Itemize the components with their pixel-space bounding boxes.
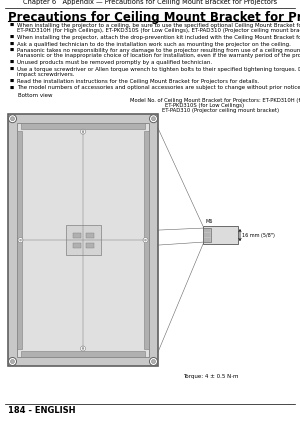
Bar [65,225,101,255]
Circle shape [20,239,22,241]
Circle shape [145,239,146,241]
Circle shape [80,129,86,134]
Circle shape [82,131,84,133]
Text: Model No. of Ceiling Mount Bracket for Projectors: ET-PKD310H (for High Ceilings: Model No. of Ceiling Mount Bracket for P… [130,98,300,103]
Bar [73,233,81,238]
Bar [203,228,211,242]
Circle shape [143,237,148,243]
Text: ■: ■ [10,48,14,52]
Text: The model numbers of accessories and optional accessories are subject to change : The model numbers of accessories and opt… [17,86,300,90]
Circle shape [8,115,16,123]
Bar [144,131,149,349]
Text: ET-PKD310H (for High Ceilings), ET-PKD310S (for Low Ceilings), ET-PAD310 (Projec: ET-PKD310H (for High Ceilings), ET-PKD31… [17,28,300,33]
Text: Bottom view: Bottom view [18,93,52,98]
Circle shape [82,348,84,349]
Text: ■: ■ [10,67,14,71]
Circle shape [18,237,23,243]
Bar [8,114,158,366]
Circle shape [149,115,158,123]
Circle shape [11,360,14,363]
Bar [17,131,22,349]
Bar [86,233,94,238]
Text: Chapter 6   Appendix — Precautions for Ceiling Mount Bracket for Projectors: Chapter 6 Appendix — Precautions for Cei… [23,0,277,5]
Text: 16 mm (5/8"): 16 mm (5/8") [242,233,275,237]
Text: M6: M6 [205,219,212,224]
Text: impact screwdrivers.: impact screwdrivers. [17,72,74,77]
Text: ■: ■ [10,79,14,83]
Text: ■: ■ [10,35,14,39]
Circle shape [149,357,158,365]
Text: ■: ■ [10,86,14,89]
Circle shape [152,360,155,363]
Text: Unused products must be removed promptly by a qualified technician.: Unused products must be removed promptly… [17,60,212,65]
Text: Read the installation instructions for the Ceiling Mount Bracket for Projectors : Read the installation instructions for t… [17,79,259,84]
Text: ET-PAD310 (Projector ceiling mount bracket): ET-PAD310 (Projector ceiling mount brack… [162,108,279,113]
Circle shape [11,117,14,121]
Circle shape [152,117,155,121]
Bar [17,123,149,357]
Text: ■: ■ [10,23,14,27]
Bar [21,123,145,129]
Bar [86,243,94,248]
Text: Precautions for Ceiling Mount Bracket for Projectors: Precautions for Ceiling Mount Bracket fo… [8,11,300,24]
Bar [73,243,81,248]
Text: ■: ■ [10,42,14,46]
Text: Panasonic or the inappropriate choice of location for installation, even if the : Panasonic or the inappropriate choice of… [17,53,300,59]
Bar [21,351,145,357]
Text: Use a torque screwdriver or Allen torque wrench to tighten bolts to their specif: Use a torque screwdriver or Allen torque… [17,67,300,72]
Text: When installing the projector, attach the drop-prevention kit included with the : When installing the projector, attach th… [17,35,300,40]
Circle shape [8,357,16,365]
Text: ET-PKD310S (for Low Ceilings): ET-PKD310S (for Low Ceilings) [165,103,244,108]
Text: 184 - ENGLISH: 184 - ENGLISH [8,406,76,415]
Text: Torque: 4 ± 0.5 N·m: Torque: 4 ± 0.5 N·m [183,374,238,379]
Circle shape [80,346,86,351]
Text: Ask a qualified technician to do the installation work such as mounting the proj: Ask a qualified technician to do the ins… [17,42,291,47]
Text: Panasonic takes no responsibility for any damage to the projector resulting from: Panasonic takes no responsibility for an… [17,48,300,53]
Bar [203,226,238,244]
Text: ■: ■ [10,60,14,64]
Text: When installing the projector to a ceiling, be sure to use the specified optiona: When installing the projector to a ceili… [17,23,300,28]
